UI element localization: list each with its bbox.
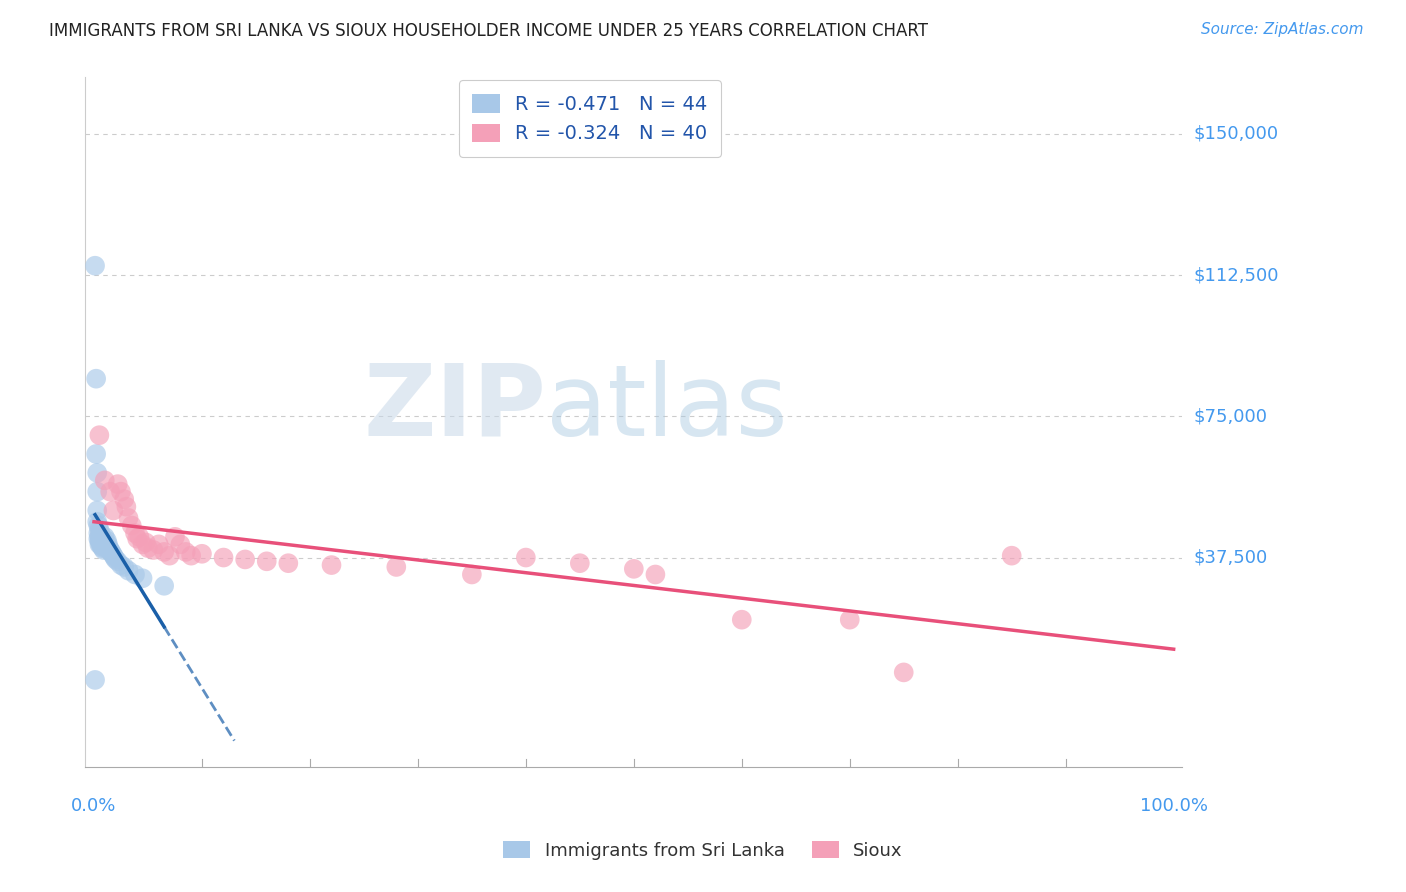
Text: IMMIGRANTS FROM SRI LANKA VS SIOUX HOUSEHOLDER INCOME UNDER 25 YEARS CORRELATION: IMMIGRANTS FROM SRI LANKA VS SIOUX HOUSE… [49,22,928,40]
Point [107,554,129,568]
Point [103,549,125,563]
Point [98,541,121,555]
Point [124,526,146,541]
Point [321,558,343,572]
Point [135,535,157,549]
Point [98,543,121,558]
Point [103,550,125,565]
Text: 0.0%: 0.0% [72,797,117,814]
Point [93,533,115,548]
Text: 100.0%: 100.0% [1140,797,1208,814]
Point [568,556,591,570]
Point [385,560,408,574]
Point [136,541,159,555]
Point [94,541,117,555]
Point [515,550,537,565]
Text: $112,500: $112,500 [1194,266,1278,285]
Point [623,562,645,576]
Point [112,560,135,574]
Point [107,477,129,491]
Point [87,532,110,546]
Point [163,530,186,544]
Point [96,533,118,548]
Point [91,533,114,548]
Point [131,571,153,585]
Point [644,567,666,582]
Point [84,259,107,273]
Point [90,530,112,544]
Point [86,515,108,529]
Point [110,484,132,499]
Point [98,484,121,499]
Point [91,541,114,555]
Point [84,673,107,687]
Point [128,530,150,544]
Point [233,552,256,566]
Point [153,579,176,593]
Point [104,552,127,566]
Text: $75,000: $75,000 [1194,408,1267,425]
Point [838,613,860,627]
Point [148,537,170,551]
Point [89,522,111,536]
Point [89,526,111,541]
Point [212,550,235,565]
Point [110,558,132,572]
Point [89,537,111,551]
Point [461,567,484,582]
Point [893,665,915,680]
Point [90,539,112,553]
Point [94,530,117,544]
Point [89,428,111,442]
Point [180,549,202,563]
Text: $37,500: $37,500 [1194,549,1267,566]
Point [169,537,191,551]
Point [142,543,165,558]
Point [256,554,278,568]
Text: atlas: atlas [546,359,787,457]
Point [121,518,143,533]
Point [84,447,107,461]
Point [94,474,117,488]
Point [103,503,125,517]
Point [89,537,111,551]
Text: $150,000: $150,000 [1194,125,1278,143]
Point [89,530,111,544]
Point [153,545,176,559]
Point [115,500,138,514]
Point [131,537,153,551]
Point [100,545,122,559]
Point [93,543,115,558]
Point [89,533,111,548]
Text: Source: ZipAtlas.com: Source: ZipAtlas.com [1201,22,1364,37]
Point [117,564,139,578]
Point [112,492,135,507]
Point [87,518,110,533]
Point [97,537,120,551]
Point [87,526,110,541]
Point [86,466,108,480]
Point [101,547,124,561]
Point [117,511,139,525]
Point [174,545,197,559]
Point [90,535,112,549]
Point [86,503,108,517]
Point [127,532,149,546]
Point [191,547,214,561]
Point [86,484,108,499]
Text: ZIP: ZIP [363,359,546,457]
Legend: R = -0.471   N = 44, R = -0.324   N = 40: R = -0.471 N = 44, R = -0.324 N = 40 [458,80,721,157]
Point [94,537,117,551]
Point [89,533,111,548]
Point [159,549,181,563]
Point [731,613,754,627]
Point [84,372,107,386]
Point [1001,549,1024,563]
Point [124,567,146,582]
Legend: Immigrants from Sri Lanka, Sioux: Immigrants from Sri Lanka, Sioux [496,834,910,867]
Point [277,556,299,570]
